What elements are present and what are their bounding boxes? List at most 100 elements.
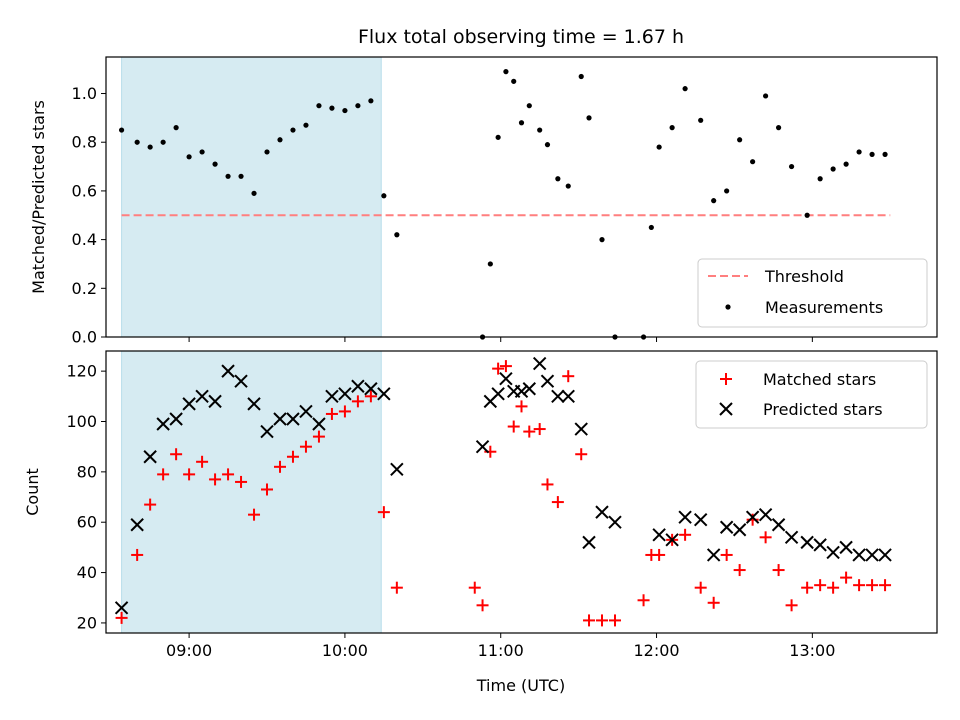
measurement-point bbox=[804, 212, 810, 218]
matched-star-point bbox=[541, 478, 554, 491]
matched-star-point bbox=[562, 370, 575, 383]
predicted-star-point bbox=[652, 528, 666, 542]
top-y-tick-label: 1.0 bbox=[72, 84, 97, 103]
bottom-y-tick-label: 120 bbox=[66, 362, 97, 381]
bottom-y-ticks: 20 40 60 80 100 120 bbox=[66, 362, 106, 632]
legend-predicted-swatch bbox=[719, 402, 733, 416]
measurement-point bbox=[788, 163, 795, 170]
matched-star-point bbox=[679, 528, 692, 541]
predicted-star-point bbox=[351, 379, 365, 393]
measurement-point bbox=[682, 86, 688, 92]
predicted-star-point bbox=[800, 535, 814, 550]
legend-threshold-label: Threshold bbox=[764, 267, 844, 286]
matched-star-point bbox=[131, 548, 144, 561]
matched-star-point bbox=[575, 448, 588, 461]
predicted-star-point bbox=[852, 548, 866, 562]
top-y-tick-label: 0.6 bbox=[72, 181, 97, 200]
matched-star-point bbox=[351, 395, 364, 408]
matched-star-point bbox=[515, 400, 528, 413]
predicted-star-point bbox=[182, 397, 196, 411]
bottom-x-tick-label: 13:00 bbox=[789, 641, 835, 660]
measurement-point bbox=[329, 105, 335, 111]
measurement-point bbox=[526, 103, 532, 109]
predicted-star-point bbox=[499, 371, 513, 386]
measurement-point bbox=[737, 137, 743, 143]
top-y-tick-label: 0.0 bbox=[72, 328, 97, 347]
predicted-star-point bbox=[364, 382, 378, 396]
predicted-star-point bbox=[595, 505, 609, 519]
measurement-point bbox=[186, 154, 192, 160]
predicted-star-point bbox=[693, 512, 708, 527]
top-y-tick-label: 0.8 bbox=[72, 133, 97, 152]
predicted-star-point bbox=[732, 523, 747, 537]
measurement-point bbox=[225, 173, 231, 179]
measurement-point bbox=[830, 166, 836, 172]
bottom-y-tick-label: 40 bbox=[77, 563, 97, 582]
predicted-star-point bbox=[665, 533, 679, 547]
measurement-point bbox=[251, 190, 257, 196]
measurement-point bbox=[134, 139, 140, 145]
predicted-star-point bbox=[338, 387, 352, 401]
measurement-point bbox=[817, 176, 823, 182]
legend-matched-label: Matched stars bbox=[763, 370, 876, 389]
predicted-star-point bbox=[325, 389, 339, 404]
bottom-x-ticks: 09:00 10:00 11:00 12:00 13:00 bbox=[166, 633, 835, 660]
measurement-point bbox=[381, 193, 387, 199]
measurement-point bbox=[290, 127, 296, 133]
bottom-x-tick-label: 11:00 bbox=[478, 641, 524, 660]
predicted-star-point bbox=[758, 507, 773, 522]
matched-star-point bbox=[814, 579, 827, 592]
measurement-point bbox=[763, 93, 769, 99]
measurement-point bbox=[555, 176, 561, 182]
measurement-point bbox=[342, 107, 348, 114]
measurement-point bbox=[537, 127, 543, 133]
matched-star-point bbox=[746, 513, 759, 526]
measurement-point bbox=[368, 98, 374, 104]
bottom-y-tick-label: 100 bbox=[66, 412, 97, 431]
predicted-star-point bbox=[678, 510, 692, 524]
top-plot-frame bbox=[105, 56, 938, 338]
measurement-point bbox=[503, 69, 509, 75]
matched-star-point bbox=[273, 460, 286, 473]
measurement-point bbox=[843, 161, 849, 167]
bottom-x-tick-label: 12:00 bbox=[633, 641, 679, 660]
bottom-marks bbox=[114, 356, 892, 627]
top-legend: Threshold Measurements bbox=[697, 258, 928, 328]
measurement-point bbox=[147, 144, 153, 150]
measurement-point bbox=[669, 125, 675, 131]
matched-star-point bbox=[299, 440, 312, 453]
measurement-point bbox=[599, 237, 605, 243]
predicted-star-point bbox=[156, 417, 170, 431]
matched-star-point bbox=[476, 599, 489, 612]
predicted-star-point bbox=[551, 389, 565, 404]
matched-star-point bbox=[338, 405, 351, 418]
matched-star-point bbox=[551, 496, 564, 509]
top-legend-box bbox=[697, 258, 928, 328]
matched-star-point bbox=[157, 468, 170, 481]
matched-star-point bbox=[196, 455, 209, 468]
matched-star-point bbox=[653, 548, 666, 561]
predicted-star-point bbox=[169, 412, 183, 426]
predicted-star-point bbox=[221, 364, 235, 378]
bottom-legend: Matched stars Predicted stars bbox=[695, 360, 928, 429]
predicted-star-point bbox=[784, 530, 799, 545]
top-panel: 0.0 0.2 0.4 0.6 0.8 1.0 Matched/Predicted sta… bbox=[29, 56, 938, 347]
predicted-star-point bbox=[745, 510, 760, 524]
predicted-star-point bbox=[574, 422, 588, 436]
bottom-shaded-interval bbox=[121, 350, 382, 634]
predicted-star-point bbox=[377, 387, 391, 401]
matched-star-point bbox=[286, 450, 299, 463]
matched-star-point bbox=[468, 581, 481, 594]
predicted-star-point bbox=[813, 538, 827, 552]
predicted-star-point bbox=[114, 601, 129, 615]
matched-star-point bbox=[596, 614, 609, 627]
matched-star-point bbox=[523, 425, 536, 438]
measurement-point bbox=[303, 122, 309, 128]
matched-star-point bbox=[801, 581, 814, 594]
matched-star-point bbox=[637, 594, 650, 607]
predicted-star-point bbox=[514, 384, 529, 398]
measurement-point bbox=[578, 73, 584, 80]
matched-star-point bbox=[827, 581, 840, 594]
matched-star-point bbox=[248, 508, 261, 521]
bottom-y-tick-label: 20 bbox=[77, 613, 97, 632]
